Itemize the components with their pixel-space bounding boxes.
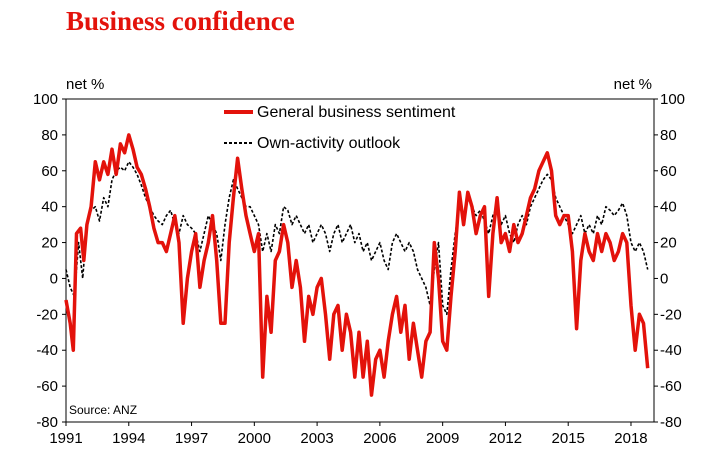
left-tick-label: -20: [36, 306, 58, 323]
right-tick-label: -40: [660, 342, 682, 359]
source-note: Source: ANZ: [69, 403, 137, 417]
right-tick-label: 0: [660, 270, 668, 287]
left-tick-label: 100: [33, 91, 58, 108]
right-tick-label: 80: [660, 127, 677, 144]
x-tick-label: 2015: [552, 430, 585, 447]
right-tick-label: -20: [660, 306, 682, 323]
left-tick-label: -40: [36, 342, 58, 359]
left-axis: 100 80 60 40 20 0 -20 -40 -60 -80: [33, 91, 66, 431]
left-tick-label: -80: [36, 414, 58, 431]
legend: General business sentiment Own-activity …: [224, 104, 456, 152]
left-tick-label: 60: [41, 163, 58, 180]
left-unit-label: net %: [66, 76, 104, 93]
x-tick-label: 2006: [363, 430, 396, 447]
legend-label-outlook: Own-activity outlook: [257, 135, 401, 152]
left-tick-label: 80: [41, 127, 58, 144]
series-line-sentiment: [64, 133, 650, 397]
right-tick-label: -60: [660, 378, 682, 395]
x-tick-label: 2012: [489, 430, 522, 447]
series-layer: [64, 133, 650, 397]
chart-title: Business confidence: [66, 6, 295, 36]
left-tick-label: -60: [36, 378, 58, 395]
x-axis: 1991 1994 1997 2000 2003 2006 2009 2012 2015 2018: [49, 422, 648, 447]
right-tick-label: 100: [660, 91, 685, 108]
x-tick-label: 2000: [238, 430, 271, 447]
x-tick-label: 2018: [614, 430, 647, 447]
left-tick-label: 20: [41, 235, 58, 252]
right-unit-label: net %: [614, 76, 652, 93]
right-tick-label: -80: [660, 414, 682, 431]
legend-label-sentiment: General business sentiment: [257, 104, 456, 121]
x-tick-label: 2003: [300, 430, 333, 447]
x-tick-label: 2009: [426, 430, 459, 447]
right-tick-label: 60: [660, 163, 677, 180]
left-tick-label: 0: [50, 270, 58, 287]
right-tick-label: 20: [660, 235, 677, 252]
plot-frame: [65, 98, 655, 423]
series-line-outlook: [65, 161, 649, 316]
left-tick-label: 40: [41, 199, 58, 216]
right-tick-label: 40: [660, 199, 677, 216]
x-tick-label: 1997: [175, 430, 208, 447]
x-tick-label: 1991: [49, 430, 82, 447]
right-axis: 100 80 60 40 20 0 -20 -40 -60 -80: [654, 91, 685, 431]
x-tick-label: 1994: [112, 430, 145, 447]
